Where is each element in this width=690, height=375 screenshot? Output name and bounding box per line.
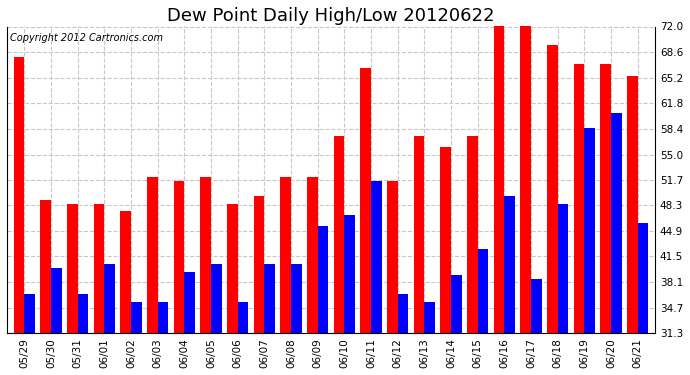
Bar [200,177,211,375]
Bar [51,268,61,375]
Bar [291,264,302,375]
Title: Dew Point Daily High/Low 20120622: Dew Point Daily High/Low 20120622 [167,7,495,25]
Bar [520,23,531,375]
Bar [451,275,462,375]
Bar [600,64,611,375]
Bar [157,302,168,375]
Bar [120,211,131,375]
Bar [77,294,88,375]
Bar [440,147,451,375]
Bar [333,136,344,375]
Bar [174,181,184,375]
Bar [237,302,248,375]
Text: Copyright 2012 Cartronics.com: Copyright 2012 Cartronics.com [10,33,163,43]
Bar [14,57,24,375]
Bar [211,264,221,375]
Bar [317,226,328,375]
Bar [627,75,638,375]
Bar [558,204,569,375]
Bar [531,279,542,375]
Bar [467,136,477,375]
Bar [307,177,317,375]
Bar [397,294,408,375]
Bar [424,302,435,375]
Bar [184,272,195,375]
Bar [147,177,157,375]
Bar [94,204,104,375]
Bar [227,204,237,375]
Bar [280,177,291,375]
Bar [131,302,141,375]
Bar [387,181,397,375]
Bar [573,64,584,375]
Bar [254,196,264,375]
Bar [638,222,649,375]
Bar [344,215,355,375]
Bar [547,45,558,375]
Bar [477,249,489,375]
Bar [413,136,424,375]
Bar [493,23,504,375]
Bar [611,113,622,375]
Bar [67,204,77,375]
Bar [584,128,595,375]
Bar [40,200,51,375]
Bar [104,264,115,375]
Bar [264,264,275,375]
Bar [371,181,382,375]
Bar [24,294,35,375]
Bar [504,196,515,375]
Bar [360,68,371,375]
